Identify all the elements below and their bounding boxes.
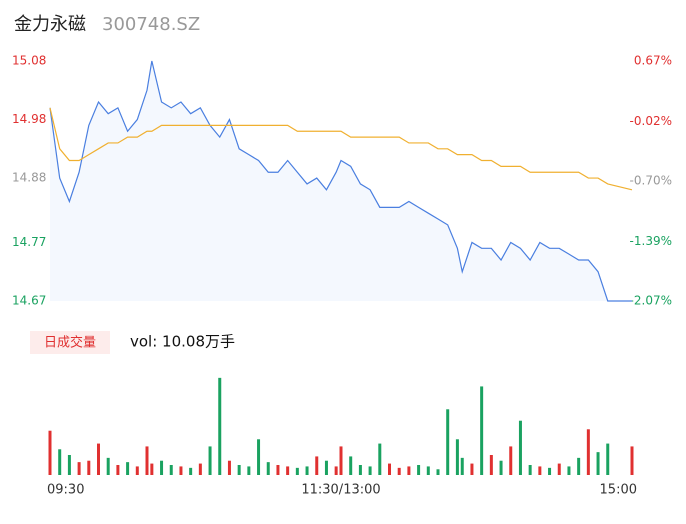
volume-bar: [577, 457, 581, 475]
volume-bar: [208, 446, 212, 475]
volume-bar: [567, 466, 571, 475]
volume-bar: [315, 456, 319, 475]
y2-tick-label: -0.02%: [630, 114, 672, 128]
volume-bar: [596, 452, 600, 475]
volume-bar: [189, 467, 193, 475]
volume-bar: [334, 466, 338, 475]
price-area: [50, 61, 632, 301]
volume-bar: [58, 449, 62, 475]
volume-bar: [358, 465, 362, 475]
y2-tick-label: 0.67%: [634, 54, 672, 68]
volume-bar: [324, 460, 328, 475]
volume-bar: [198, 463, 202, 475]
volume-bar: [455, 439, 459, 475]
volume-bar: [397, 467, 401, 475]
volume-bar: [295, 467, 299, 475]
y-tick-label: 15.08: [12, 54, 46, 68]
volume-bar: [135, 466, 139, 475]
y-tick-label: 14.67: [12, 294, 46, 308]
volume-bar: [106, 457, 110, 475]
volume-bar: [548, 467, 552, 475]
volume-bar: [179, 466, 183, 475]
volume-bar: [388, 463, 391, 475]
x-tick-label: 09:30: [47, 483, 84, 498]
volume-bar: [446, 409, 450, 475]
volume-bar: [67, 455, 71, 475]
y2-tick-label: -0.70%: [630, 174, 672, 188]
stock-name: 金力永磁: [14, 14, 86, 35]
volume-bar: [489, 455, 493, 475]
volume-bar: [630, 446, 634, 475]
y-tick-label: 14.98: [12, 112, 46, 126]
volume-bar: [480, 386, 484, 475]
volume-bar: [528, 465, 532, 475]
volume-bar: [557, 463, 561, 475]
volume-bar: [509, 446, 513, 475]
volume-bar: [97, 443, 100, 475]
price-line: [49, 60, 632, 302]
y-tick-label: 14.77: [12, 235, 46, 249]
volume-bar: [286, 466, 290, 475]
volume-bar: [470, 463, 474, 475]
volume-bar: [77, 462, 81, 475]
volume-bar: [126, 462, 130, 475]
avg-line: [49, 107, 633, 191]
volume-bar: [426, 466, 430, 475]
volume-button-bg[interactable]: [30, 331, 110, 354]
volume-button[interactable]: 日成交量: [44, 335, 96, 351]
volume-bar: [237, 465, 241, 475]
volume-bar: [247, 466, 251, 475]
volume-bar: [266, 462, 270, 475]
volume-bar: [460, 457, 464, 475]
volume-bar: [518, 420, 522, 475]
volume-bar: [276, 465, 280, 475]
volume-bar: [305, 466, 309, 475]
volume-bar: [349, 456, 353, 475]
volume-bar: [145, 446, 149, 475]
volume-bar: [378, 443, 382, 475]
y2-tick-label: -1.39%: [630, 234, 672, 248]
volume-bar: [499, 460, 503, 475]
volume-bar: [417, 465, 421, 475]
volume-bar: [160, 460, 164, 475]
y2-tick-label: -2.07%: [630, 294, 672, 308]
volume-bar: [227, 460, 231, 475]
x-tick-label: 15:00: [600, 483, 637, 498]
volume-bar: [150, 463, 154, 475]
volume-bar: [538, 466, 542, 475]
volume-bar: [606, 443, 610, 475]
volume-bar: [368, 466, 372, 475]
volume-bar: [339, 446, 343, 475]
stock-code: 300748.SZ: [102, 14, 200, 35]
y-tick-label: 14.88: [12, 171, 46, 185]
volume-bar: [257, 439, 261, 475]
volume-bar: [407, 466, 411, 475]
volume-bar: [116, 465, 120, 475]
volume-bar: [436, 469, 440, 475]
x-tick-label: 11:30/13:00: [301, 483, 380, 498]
volume-text: vol: 10.08万手: [130, 333, 235, 351]
volume-bar: [586, 429, 590, 475]
volume-bar: [48, 430, 52, 475]
volume-bar: [169, 465, 173, 475]
volume-bar: [87, 460, 91, 475]
volume-bar: [218, 377, 222, 475]
